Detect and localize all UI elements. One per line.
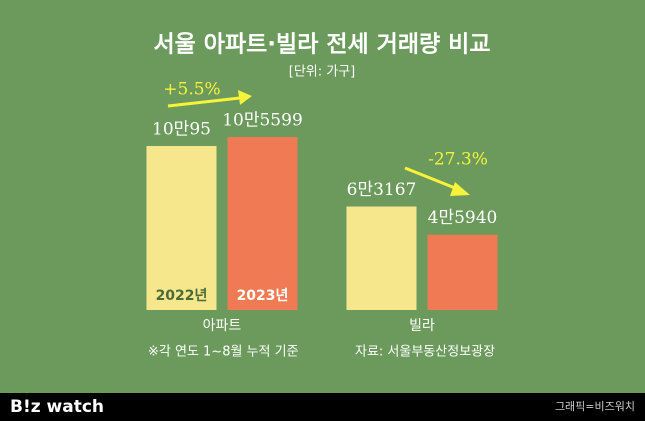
legend-label: 2022년	[156, 288, 208, 304]
source: 자료: 서울부동산정보광장	[355, 345, 495, 360]
bar	[427, 234, 498, 310]
x-tick-label: 아파트	[203, 318, 242, 334]
bar	[346, 206, 417, 310]
note: ※각 연도 1~8월 누적 기준	[148, 345, 299, 360]
subtitle: [단위: 가구]	[289, 65, 356, 80]
arrow-head	[450, 182, 470, 196]
arrow	[167, 96, 241, 108]
legend-label: 2023년	[237, 288, 289, 304]
chart-title: 서울 아파트·빌라 전세 거래량 비교	[153, 32, 490, 58]
footer-bar	[0, 393, 645, 421]
value-label: 10만5599	[222, 111, 303, 131]
arrow-head	[238, 90, 252, 105]
value-label: 10만95	[152, 120, 211, 140]
annotation: -27.3%	[428, 150, 488, 170]
bar	[146, 146, 217, 310]
logo: B!z watch	[10, 397, 104, 417]
value-label: 6만3167	[347, 180, 417, 200]
bar	[227, 137, 298, 310]
arrow	[404, 166, 461, 192]
credit: 그래픽=비즈워치	[555, 400, 635, 413]
annotation: +5.5%	[163, 80, 220, 100]
value-label: 4만5940	[428, 208, 498, 228]
x-tick-label: 빌라	[409, 318, 435, 334]
